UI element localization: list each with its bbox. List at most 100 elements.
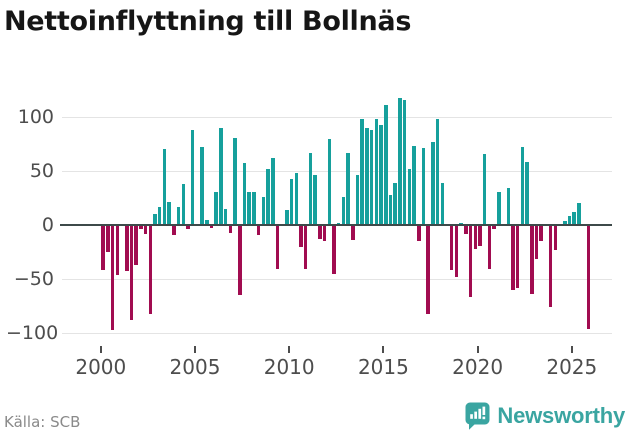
bar-positive bbox=[440, 182, 445, 225]
bar-positive bbox=[360, 119, 364, 225]
bar-negative bbox=[487, 226, 492, 270]
bar-positive bbox=[285, 209, 289, 225]
y-gridline bbox=[62, 117, 612, 118]
bar-negative bbox=[478, 226, 482, 246]
x-axis-tick bbox=[570, 346, 573, 353]
bar-positive bbox=[577, 203, 581, 225]
bar-positive bbox=[252, 191, 256, 225]
bar-positive bbox=[421, 148, 426, 225]
bar-negative bbox=[492, 226, 496, 230]
x-axis-tick bbox=[194, 346, 196, 353]
x-axis-tick bbox=[99, 346, 102, 353]
bar-negative bbox=[548, 226, 553, 308]
y-gridline bbox=[62, 171, 612, 172]
bar-positive bbox=[181, 184, 186, 225]
bar-negative bbox=[464, 226, 468, 234]
x-axis-tick-label: 2005 bbox=[169, 355, 221, 379]
bar-negative bbox=[110, 226, 115, 330]
bar-positive bbox=[336, 222, 341, 225]
bar-positive bbox=[412, 146, 416, 225]
bar-positive bbox=[398, 97, 402, 225]
bar-positive bbox=[162, 149, 167, 225]
bar-positive bbox=[205, 219, 209, 225]
bar-positive bbox=[327, 138, 332, 225]
bar-negative bbox=[186, 226, 190, 230]
bar-positive bbox=[567, 216, 572, 225]
bar-positive bbox=[388, 194, 393, 225]
bar-negative bbox=[134, 226, 138, 265]
bar-positive bbox=[341, 196, 346, 225]
bar-negative bbox=[530, 226, 534, 295]
bar-positive bbox=[214, 191, 218, 225]
bar-negative bbox=[303, 226, 308, 270]
bar-positive bbox=[242, 163, 247, 225]
bar-positive bbox=[289, 178, 294, 225]
bar-negative bbox=[129, 226, 134, 320]
bar-positive bbox=[294, 173, 299, 225]
bar-positive bbox=[233, 137, 237, 225]
y-axis-tick-label: −50 bbox=[13, 268, 54, 290]
x-axis-tick-label: 2015 bbox=[357, 355, 409, 379]
bar-negative bbox=[209, 226, 214, 229]
bar-negative bbox=[275, 226, 280, 270]
bar-negative bbox=[473, 226, 478, 249]
bar-positive bbox=[520, 147, 525, 225]
y-axis-tick-label: 0 bbox=[41, 214, 54, 236]
bar-positive bbox=[374, 119, 379, 225]
bar-negative bbox=[586, 226, 591, 329]
zero-axis-line bbox=[60, 224, 612, 226]
bar-positive bbox=[261, 196, 266, 225]
bar-positive bbox=[459, 222, 463, 225]
bar-negative bbox=[332, 226, 336, 274]
bar-negative bbox=[228, 226, 233, 233]
bar-negative bbox=[172, 226, 176, 235]
bar-positive bbox=[384, 105, 388, 225]
source-note: Källa: SCB bbox=[4, 413, 81, 431]
bar-negative bbox=[115, 226, 120, 275]
bar-positive bbox=[153, 214, 157, 225]
bar-positive bbox=[379, 124, 383, 225]
bar-negative bbox=[454, 226, 459, 277]
bar-positive bbox=[200, 147, 204, 225]
bar-negative bbox=[553, 226, 558, 250]
newsworthy-badge-icon bbox=[465, 402, 490, 430]
bar-positive bbox=[219, 127, 223, 225]
bar-positive bbox=[482, 153, 487, 225]
bar-positive bbox=[247, 191, 251, 225]
bar-positive bbox=[271, 158, 275, 225]
bar-positive bbox=[525, 162, 529, 225]
x-axis-tick bbox=[382, 346, 385, 353]
bar-positive bbox=[167, 202, 171, 225]
bar-positive bbox=[407, 168, 412, 225]
bar-negative bbox=[539, 226, 543, 242]
bar-positive bbox=[365, 127, 369, 225]
y-axis-tick-label: −100 bbox=[6, 322, 59, 344]
bar-positive bbox=[506, 188, 511, 225]
newsworthy-logo: Newsworthy bbox=[465, 402, 625, 430]
bar-negative bbox=[101, 226, 105, 271]
bar-negative bbox=[143, 226, 148, 234]
bar-positive bbox=[402, 99, 407, 225]
bar-negative bbox=[148, 226, 153, 314]
newsworthy-wordmark: Newsworthy bbox=[497, 403, 625, 428]
bar-negative bbox=[534, 226, 539, 259]
bar-positive bbox=[435, 119, 440, 225]
x-axis-tick-label: 2020 bbox=[452, 355, 504, 379]
y-gridline bbox=[62, 279, 612, 280]
bar-positive bbox=[563, 220, 567, 225]
bar-positive bbox=[572, 212, 576, 225]
bar-positive bbox=[431, 141, 435, 225]
bar-negative bbox=[511, 226, 515, 290]
x-axis-tick-label: 2000 bbox=[75, 355, 127, 379]
bar-positive bbox=[393, 182, 397, 225]
bar-negative bbox=[515, 226, 520, 288]
bar-negative bbox=[238, 226, 242, 296]
bar-negative bbox=[125, 226, 129, 272]
y-axis-tick-label: 50 bbox=[29, 160, 54, 182]
bar-negative bbox=[322, 226, 327, 242]
bar-positive bbox=[355, 175, 360, 225]
chart-title: Nettoinflyttning till Bollnäs bbox=[4, 6, 412, 37]
bar-positive bbox=[369, 130, 374, 225]
bar-positive bbox=[223, 208, 228, 225]
